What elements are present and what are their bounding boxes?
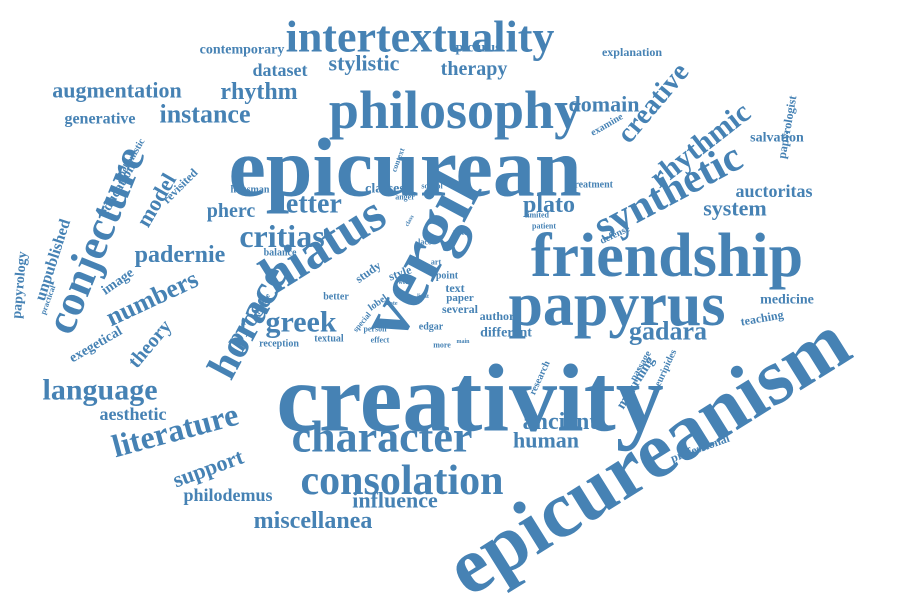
word-explanation: explanation <box>602 45 662 59</box>
word-level: level <box>453 229 467 237</box>
word-class: class <box>404 214 416 228</box>
word-author: author <box>480 309 515 323</box>
word-creativity: creativity <box>276 345 663 452</box>
word-medicine: medicine <box>760 293 814 308</box>
word-point: point <box>436 271 459 282</box>
word-several: several <box>442 302 479 316</box>
word-gadara: gadara <box>629 317 707 346</box>
word-salvation: salvation <box>750 131 804 146</box>
word-reception: reception <box>259 339 299 350</box>
word-better: better <box>323 292 349 303</box>
word-papyrology: papyrology <box>10 251 31 319</box>
word-greek: greek <box>265 306 336 339</box>
word-character: character <box>292 413 473 462</box>
word-augmentation: augmentation <box>52 78 182 103</box>
word-text: text <box>445 281 464 295</box>
word-person: person <box>363 325 387 334</box>
word-language: language <box>42 374 157 407</box>
word-pherc: pherc <box>207 200 256 222</box>
word-instance: instance <box>160 100 251 129</box>
word-domain: domain <box>569 92 640 117</box>
word-note: note <box>387 301 398 307</box>
word-school: school <box>421 182 443 191</box>
word-light: light <box>417 294 429 300</box>
word-patient: patient <box>532 222 556 231</box>
word-classes: classes <box>365 182 405 197</box>
word-balance: balance <box>264 248 297 259</box>
word-more: more <box>433 341 451 350</box>
word-treatment: treatment <box>571 180 614 191</box>
word-generative: generative <box>64 111 135 128</box>
word-epicurean: epicurean <box>228 122 581 215</box>
word-philosophy: philosophy <box>329 80 581 140</box>
word-contemporary: contemporary <box>200 43 285 58</box>
word-intertextuality: intertextuality <box>286 13 555 62</box>
word-auctoritas: auctoritas <box>736 181 813 201</box>
word-laco: laco <box>418 238 432 247</box>
word-padernie: padernie <box>135 242 226 268</box>
word-paper: paper <box>446 292 474 304</box>
word-system: system <box>703 196 767 221</box>
word-rhythm: rhythm <box>220 79 297 105</box>
word-edgar: edgar <box>419 322 444 333</box>
word-therapy: therapy <box>441 58 508 80</box>
word-human: human <box>513 428 579 453</box>
word-effect: effect <box>371 336 390 345</box>
word-ancient: ancient <box>523 409 598 435</box>
word-art: art <box>431 258 442 267</box>
word-word: word <box>398 280 412 286</box>
word-friendship: friendship <box>531 222 803 290</box>
word-philodemus: philodemus <box>183 485 272 505</box>
word-anger: anger <box>395 193 415 202</box>
word-theory: theory <box>124 316 177 373</box>
word-consolation: consolation <box>300 458 503 504</box>
word-papyrologist: papyrologist <box>775 94 800 159</box>
word-housman: housman <box>231 185 270 196</box>
word-limited: limited <box>525 211 550 220</box>
word-papyrus: papyrus <box>508 271 725 339</box>
word-stylistic: stylistic <box>329 51 400 76</box>
word-dataset: dataset <box>253 60 308 80</box>
word-different: different <box>480 326 532 341</box>
word-textual: textual <box>314 334 344 345</box>
word-influence: influence <box>352 488 438 513</box>
word-main: main <box>456 339 470 345</box>
word-aesthetic: aesthetic <box>100 404 167 424</box>
word-letter: letter <box>278 189 342 220</box>
word-plato: plato <box>523 192 575 218</box>
word-miscellanea: miscellanea <box>254 508 373 534</box>
word-critias: critias <box>239 218 324 254</box>
word-epicurus: epicurus <box>449 41 501 56</box>
